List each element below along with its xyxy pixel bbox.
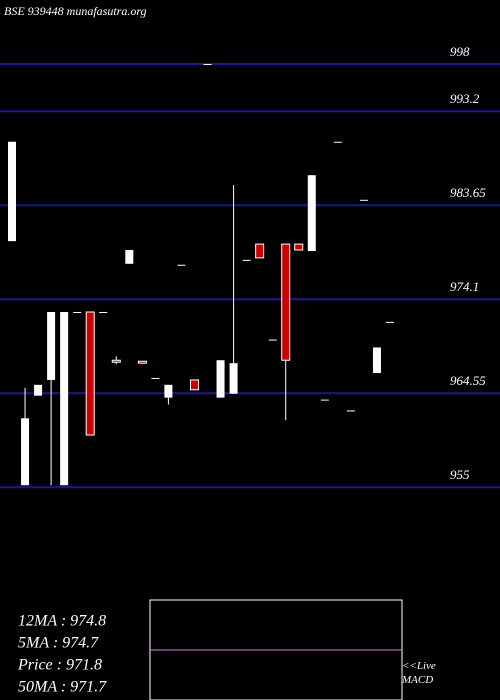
indicator-value: Price : 971.8 xyxy=(17,657,102,674)
candle-body xyxy=(268,339,277,341)
candle-body xyxy=(281,243,291,361)
candle-body xyxy=(189,379,199,391)
chart-title: BSE 939448 munafasutra.org xyxy=(4,4,147,18)
candle-body xyxy=(359,199,368,201)
y-tick-label: 998 xyxy=(450,44,470,59)
y-tick-label: 993.2 xyxy=(450,91,480,106)
y-tick-label: 964.55 xyxy=(450,373,486,388)
candle-body xyxy=(111,359,121,363)
candle-body xyxy=(47,312,56,380)
candle-body xyxy=(125,250,134,264)
candle-body xyxy=(307,175,316,251)
macd-label-text: MACD xyxy=(401,674,433,686)
y-tick-label: 955 xyxy=(450,467,470,482)
candle-body xyxy=(216,360,225,398)
candle-body xyxy=(177,264,186,266)
indicator-value: 5MA : 974.7 xyxy=(18,635,99,652)
candle-body xyxy=(34,384,43,396)
candle-body xyxy=(242,259,251,261)
indicator-value: 12MA : 974.8 xyxy=(18,613,106,630)
y-tick-label: 974.1 xyxy=(450,279,479,294)
candle-body xyxy=(99,312,108,314)
candle-body xyxy=(372,347,381,374)
candle-body xyxy=(255,243,265,259)
candle-body xyxy=(320,399,329,401)
candle-body xyxy=(203,63,212,65)
candle-body xyxy=(85,311,95,436)
candle-body xyxy=(73,312,82,314)
candle-body xyxy=(294,243,304,251)
y-tick-label: 983.65 xyxy=(450,185,486,200)
indicator-value: 50MA : 971.7 xyxy=(18,679,107,696)
candle-body xyxy=(386,321,394,323)
candle-body xyxy=(229,363,238,394)
candle-body xyxy=(151,377,160,379)
candle-body xyxy=(137,360,147,364)
macd-label: <<Live MACD xyxy=(401,660,439,686)
candle-body xyxy=(346,410,355,412)
candle-body xyxy=(8,141,16,242)
candle-body xyxy=(333,141,342,143)
candle-body xyxy=(21,418,30,486)
macd-label-text: <<Live xyxy=(402,660,436,672)
candle-body xyxy=(164,384,173,398)
candle-body xyxy=(60,312,69,486)
